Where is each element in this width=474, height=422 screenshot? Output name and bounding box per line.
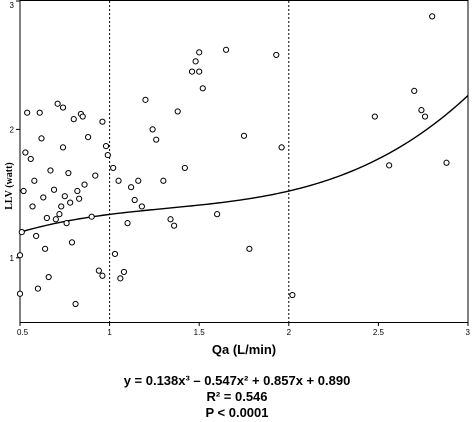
- data-point: [124, 220, 131, 227]
- data-point: [117, 275, 124, 282]
- x-tick-label: 1: [107, 328, 112, 337]
- data-point: [22, 149, 29, 156]
- data-point: [214, 211, 221, 218]
- data-point: [102, 142, 110, 150]
- x-tick-label: 3: [466, 328, 471, 337]
- data-point: [411, 87, 418, 94]
- data-point: [142, 96, 149, 103]
- data-point: [41, 245, 49, 252]
- data-point: [188, 68, 196, 75]
- data-point: [67, 199, 74, 206]
- data-point: [18, 229, 25, 236]
- data-point: [68, 239, 76, 246]
- data-point: [289, 291, 296, 299]
- data-point: [16, 252, 24, 259]
- data-point: [174, 108, 181, 115]
- data-point: [33, 232, 40, 240]
- x-tick-label: 2.5: [373, 328, 385, 337]
- data-point: [72, 300, 79, 308]
- data-point: [115, 177, 122, 184]
- data-point: [85, 134, 92, 141]
- x-tick-label: 1.5: [194, 328, 206, 337]
- data-point: [54, 100, 61, 107]
- data-point: [131, 196, 138, 204]
- data-point: [40, 194, 47, 201]
- data-point: [61, 193, 68, 200]
- y-tick-label: 2: [10, 125, 15, 134]
- data-point: [371, 113, 378, 120]
- x-axis-title: Qa (L/min): [212, 342, 276, 357]
- data-point: [149, 126, 156, 133]
- data-point: [240, 132, 248, 139]
- data-point: [47, 167, 54, 174]
- data-point: [99, 272, 106, 279]
- data-point: [128, 184, 135, 191]
- plot-frame: [19, 0, 469, 323]
- data-point: [29, 203, 36, 210]
- data-point: [135, 177, 142, 184]
- data-point: [222, 46, 230, 53]
- data-point: [104, 151, 111, 159]
- data-point: [43, 214, 50, 222]
- data-point: [63, 220, 70, 227]
- r-squared: R² = 0.546: [206, 389, 268, 404]
- data-point: [167, 216, 174, 223]
- data-point: [421, 113, 429, 120]
- data-point: [70, 116, 77, 123]
- regression-equation: y = 0.138x³ – 0.547x² + 0.857x + 0.890: [123, 373, 351, 388]
- p-value: P < 0.0001: [205, 405, 269, 420]
- data-point: [95, 267, 102, 274]
- data-point: [99, 118, 106, 125]
- data-point: [443, 159, 450, 166]
- data-point: [45, 273, 52, 281]
- x-tick-label: 0.5: [17, 328, 29, 337]
- data-point: [92, 172, 99, 179]
- data-point: [38, 135, 45, 142]
- data-point: [418, 107, 425, 114]
- data-point: [160, 177, 167, 184]
- data-point: [138, 203, 145, 210]
- data-point: [246, 245, 253, 252]
- y-tick-label: 1: [10, 254, 15, 263]
- data-point: [81, 181, 88, 188]
- data-point: [181, 164, 188, 172]
- y-tick-label: 3: [10, 1, 15, 10]
- data-point: [58, 203, 65, 210]
- data-point: [199, 85, 206, 92]
- data-point: [111, 250, 119, 258]
- data-point: [56, 211, 63, 218]
- data-point: [110, 164, 117, 172]
- data-point: [76, 195, 83, 202]
- data-point: [429, 13, 436, 20]
- data-point: [31, 177, 38, 184]
- data-point: [120, 268, 128, 276]
- data-point: [273, 51, 280, 59]
- data-point: [27, 155, 34, 163]
- y-axis-title: LLV (watt): [4, 162, 15, 210]
- data-point: [36, 109, 43, 116]
- data-point: [278, 144, 285, 151]
- data-point: [52, 216, 59, 223]
- data-point: [74, 187, 81, 195]
- data-point: [34, 285, 42, 292]
- x-tick-label: 2: [287, 328, 292, 337]
- data-point: [65, 169, 72, 177]
- data-point: [79, 113, 86, 120]
- data-point: [196, 68, 203, 75]
- data-point: [196, 49, 203, 56]
- data-point: [386, 162, 393, 169]
- data-point: [50, 186, 58, 193]
- data-point: [192, 58, 199, 65]
- data-point: [24, 109, 31, 116]
- data-point: [171, 222, 178, 229]
- data-point: [16, 290, 24, 297]
- scatter-chart: 0.5 1 1.5 2 2.5 3 1 2 3 Qa (L/min) LLV (watt): [4, 0, 471, 357]
- data-point: [153, 136, 160, 143]
- data-point: [20, 187, 27, 195]
- data-point: [59, 144, 67, 151]
- data-point: [88, 213, 95, 220]
- data-point: [59, 104, 67, 111]
